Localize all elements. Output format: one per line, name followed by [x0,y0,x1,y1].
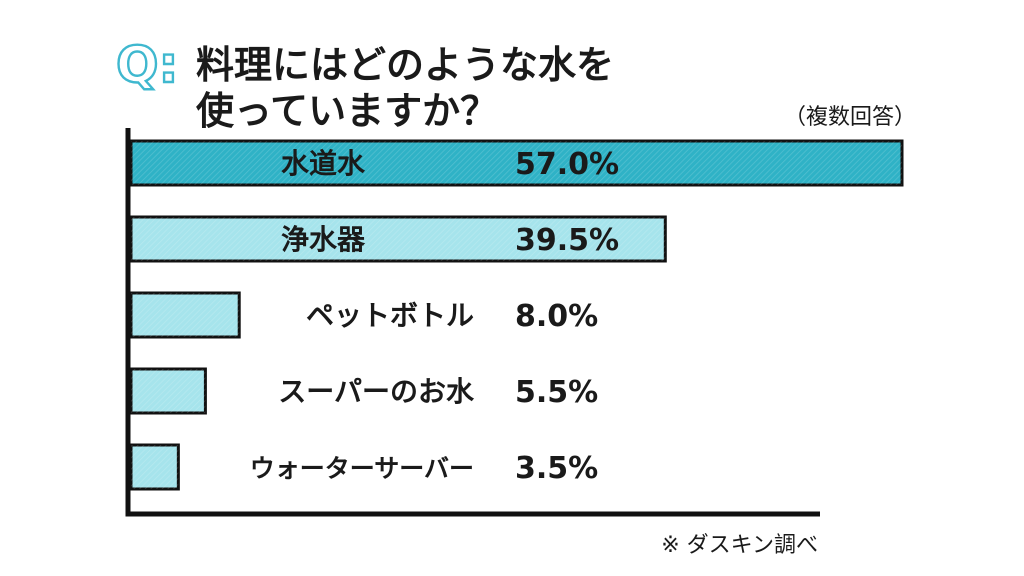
chart-axis [125,128,820,517]
bar-label-4: ウォーターサーバー [250,454,474,483]
bar-label-1: 浄水器 [281,223,366,256]
bar-label-3: スーパーのお水 [278,375,475,408]
bar-texture-3 [131,369,206,413]
source-note: ※ ダスキン調べ [661,533,818,558]
bar-texture-2 [131,293,240,337]
bar-value-3: 5.5% [515,375,598,410]
bar-value-0: 57.0% [515,147,619,182]
bar-texture-4 [131,445,179,489]
bar-value-1: 39.5% [515,223,619,258]
bar-value-2: 8.0% [515,299,598,334]
question-title-line1: 料理にはどのような水を [196,43,614,87]
multiple-answer-note: （複数回答） [784,105,916,130]
bar-label-2: ペットボトル [306,299,474,332]
question-title-line2: 使っていますか？ [196,89,498,133]
bar-value-4: 3.5% [515,451,598,486]
bars-group: 水道水 57.0% 浄水器 39.5% ペットボトル 8.0% スーパーのお水 5.5% ウォー… [129,139,904,491]
q-mark: Q: [116,36,179,94]
bar-texture-0 [131,141,902,185]
bar-texture-1 [131,217,666,261]
bar-label-0: 水道水 [281,147,366,180]
